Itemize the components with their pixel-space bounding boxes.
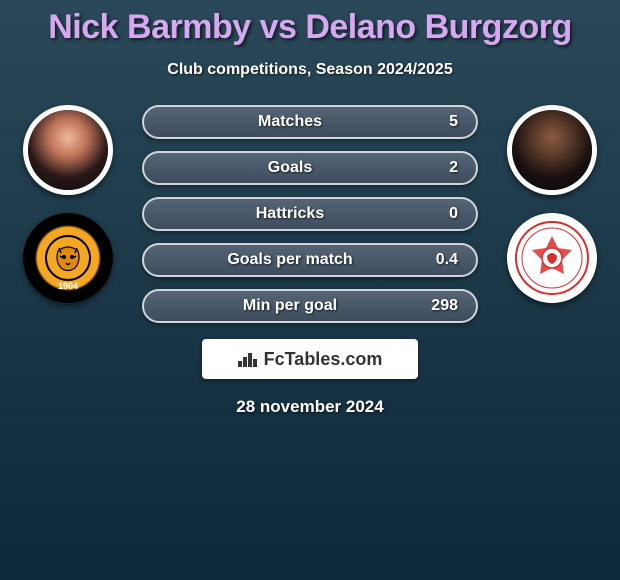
stat-label: Goals per match [162, 251, 418, 269]
stat-value: 298 [418, 297, 458, 315]
player-right-avatar [507, 105, 597, 195]
stat-row-goals-per-match: Goals per match 0.4 [142, 243, 478, 277]
stat-label: Matches [162, 113, 418, 131]
tiger-icon [43, 233, 93, 283]
chart-icon [238, 351, 258, 367]
club-right-crest [507, 213, 597, 303]
player-left-avatar [23, 105, 113, 195]
stat-row-goals: Goals 2 [142, 151, 478, 185]
subtitle: Club competitions, Season 2024/2025 [0, 61, 620, 79]
stat-value: 5 [418, 113, 458, 131]
page-title: Nick Barmby vs Delano Burgzorg [0, 8, 620, 47]
stat-label: Min per goal [162, 297, 418, 315]
comparison-row: Matches 5 Goals 2 Hattricks 0 Goals per … [0, 105, 620, 323]
brand-text: FcTables.com [264, 349, 383, 370]
player-face-icon [512, 110, 592, 190]
stat-label: Hattricks [162, 205, 418, 223]
stats-column: Matches 5 Goals 2 Hattricks 0 Goals per … [128, 105, 492, 323]
stat-row-matches: Matches 5 [142, 105, 478, 139]
date-text: 28 november 2024 [0, 397, 620, 417]
stat-label: Goals [162, 159, 418, 177]
lion-crest-icon [514, 220, 590, 296]
right-column [492, 105, 612, 303]
stat-value: 2 [418, 159, 458, 177]
club-left-crest [23, 213, 113, 303]
stat-row-hattricks: Hattricks 0 [142, 197, 478, 231]
player-face-icon [28, 110, 108, 190]
stat-row-min-per-goal: Min per goal 298 [142, 289, 478, 323]
brand-badge[interactable]: FcTables.com [202, 339, 418, 379]
stat-value: 0 [418, 205, 458, 223]
left-column [8, 105, 128, 303]
stat-value: 0.4 [418, 251, 458, 269]
